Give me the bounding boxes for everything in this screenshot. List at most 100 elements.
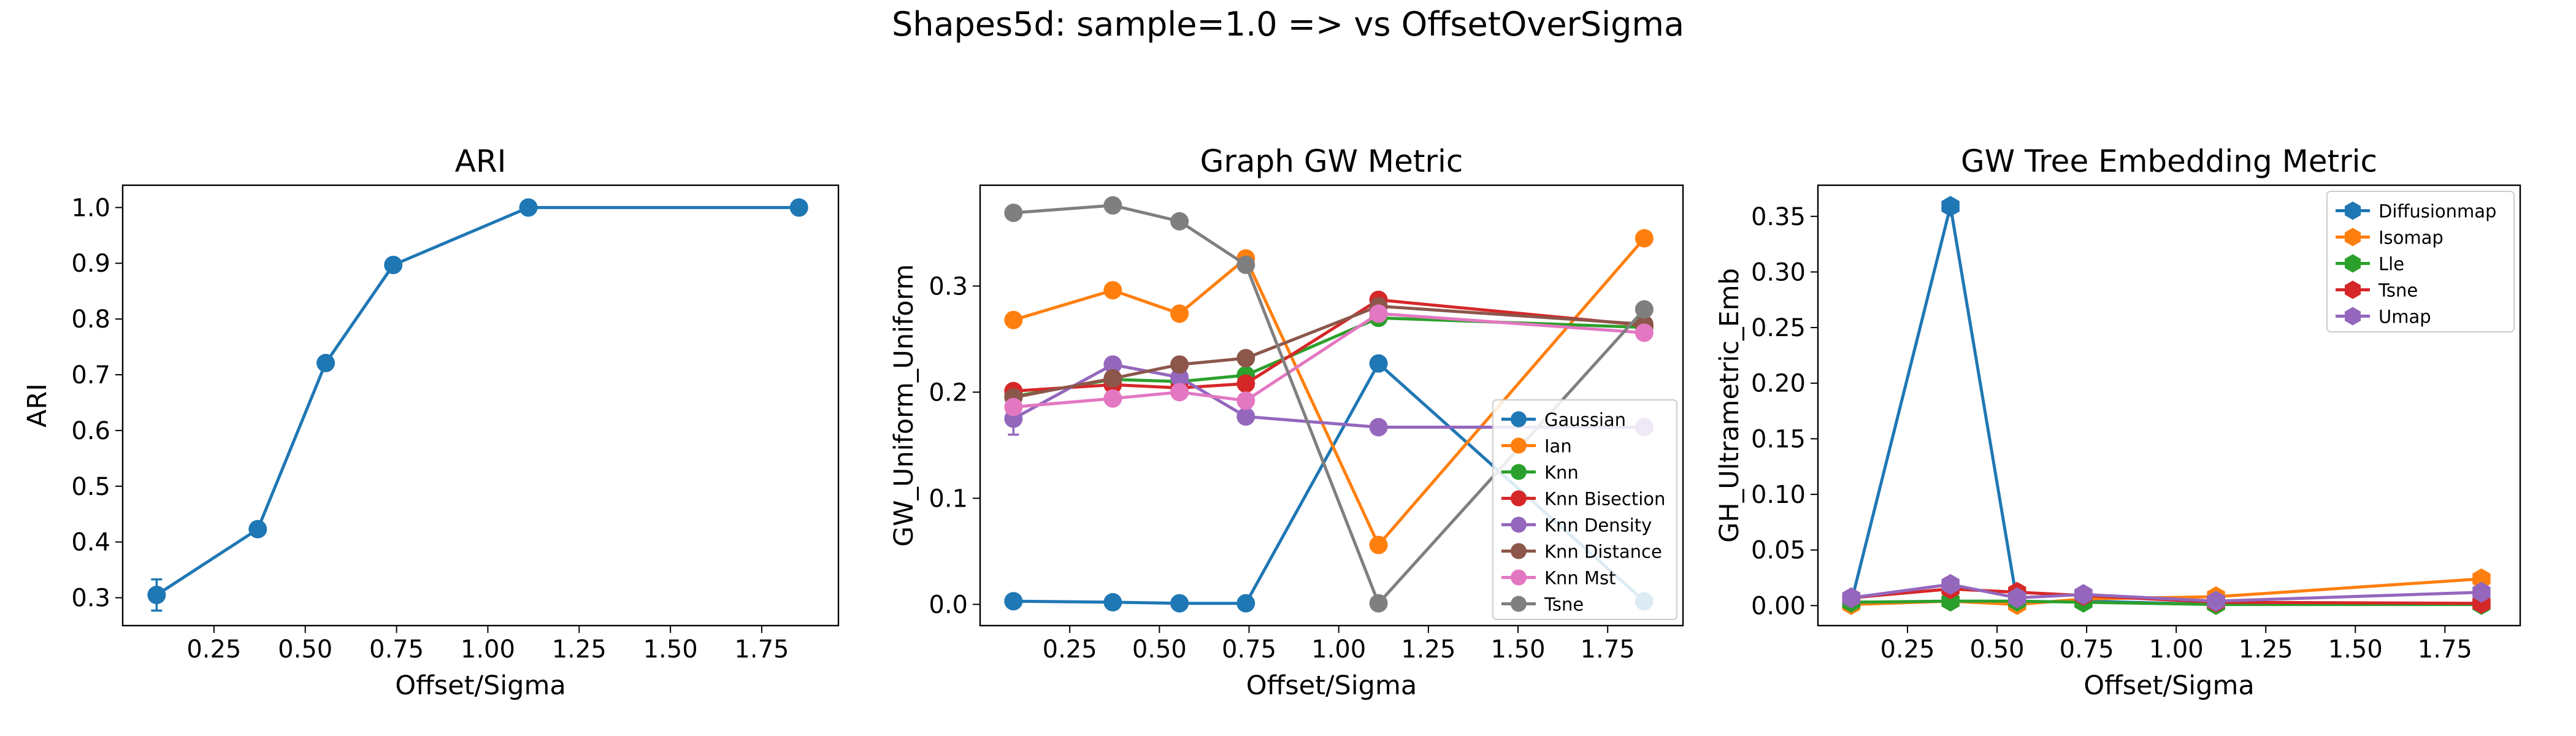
- x-tick-label: 1.25: [2239, 635, 2293, 664]
- data-point: [1004, 310, 1023, 329]
- panel-2: Graph GW Metric 0.25 0.50 0.75 1.00 1.25 1.50 1…: [889, 144, 1684, 701]
- plot-frame: [979, 184, 1684, 627]
- y-tick-label: 0.10: [1751, 481, 1806, 509]
- legend-box: [1492, 399, 1677, 620]
- data-point: [1236, 349, 1255, 368]
- data-point: [789, 198, 808, 217]
- legend-item: Lle: [2336, 254, 2404, 275]
- x-axis-label: Offset/Sigma: [2083, 670, 2254, 701]
- legend-box: [2326, 191, 2515, 332]
- data-point: [519, 198, 538, 217]
- panel-title: Graph GW Metric: [1200, 144, 1463, 179]
- legend-marker: [2345, 280, 2361, 299]
- legend-item: Tsne: [1501, 594, 1584, 615]
- y-tick-label: 0.1: [929, 485, 968, 513]
- series-tsne: [1004, 196, 1654, 613]
- x-tick-label: 0.50: [1970, 635, 2025, 664]
- legend-item: Knn Bisection: [1501, 489, 1665, 510]
- data-point: [1369, 418, 1388, 437]
- data-point: [2008, 587, 2026, 608]
- y-tick-label: 0.3: [71, 585, 110, 613]
- data-point: [384, 255, 403, 274]
- legend-label: Umap: [2379, 307, 2431, 328]
- legend: Diffusionmap Isomap Lle Tsne Umap: [2326, 191, 2515, 332]
- data-point: [1004, 592, 1023, 611]
- data-point: [1103, 355, 1122, 374]
- data-point: [2207, 591, 2225, 612]
- y-tick-label: 0.25: [1751, 314, 1806, 342]
- series-knn-distance: [1004, 297, 1654, 407]
- series-line: [1013, 237, 1646, 546]
- series-line: [1013, 298, 1645, 393]
- y-tick-label: 0.9: [71, 250, 110, 278]
- data-point: [2472, 581, 2491, 603]
- data-point: [1635, 229, 1654, 248]
- legend-label: Ian: [1544, 436, 1572, 457]
- x-tick-label: 1.75: [734, 635, 789, 664]
- data-point: [1842, 587, 1861, 608]
- data-point: [1369, 594, 1388, 613]
- series-knn-mst: [1004, 304, 1654, 416]
- legend-item: Knn Mst: [1501, 568, 1616, 589]
- legend-item: Ian: [1501, 436, 1572, 457]
- y-tick-label: 0.30: [1751, 258, 1806, 286]
- data-point: [248, 519, 267, 539]
- legend-item: Knn: [1501, 462, 1579, 483]
- data-point: [1103, 389, 1122, 408]
- data-point: [1236, 391, 1255, 410]
- x-tick-label: 1.25: [552, 635, 607, 664]
- y-tick-label: 0.00: [1751, 592, 1806, 620]
- y-tick-label: 0.6: [71, 417, 110, 445]
- data-point: [1170, 212, 1189, 231]
- legend-marker: [1511, 437, 1527, 454]
- legend: Gaussian Ian Knn Knn Bisection Knn Density Kn…: [1492, 399, 1677, 620]
- legend-item: Knn Density: [1501, 515, 1652, 536]
- series-line: [1851, 587, 2482, 605]
- series-line: [1850, 583, 2482, 603]
- series-isomap: [1842, 568, 2491, 615]
- data-point: [1170, 355, 1189, 374]
- legend-marker: [1511, 516, 1527, 533]
- y-tick-label: 1.0: [71, 194, 110, 222]
- legend-label: Knn Distance: [1544, 542, 1662, 562]
- y-tick-label: 0.7: [71, 361, 110, 389]
- y-tick-label: 0.20: [1751, 370, 1806, 398]
- x-tick-label: 1.75: [2418, 635, 2472, 664]
- data-point: [1103, 196, 1122, 215]
- x-axis-label: Offset/Sigma: [1246, 670, 1417, 701]
- data-point: [1236, 407, 1255, 426]
- series-line: [1013, 204, 1646, 605]
- legend-item: Gaussian: [1501, 410, 1626, 431]
- series-ian: [1004, 229, 1654, 554]
- data-point: [1635, 300, 1654, 319]
- data-point: [2074, 584, 2093, 605]
- x-tick-label: 0.25: [186, 635, 241, 664]
- x-tick-label: 1.00: [2149, 635, 2204, 664]
- legend-label: Isomap: [2379, 228, 2444, 248]
- x-tick-label: 0.75: [369, 635, 424, 664]
- data-point: [1941, 573, 1960, 595]
- data-point: [1004, 203, 1023, 222]
- legend-marker: [1511, 543, 1527, 559]
- legend-marker: [1511, 490, 1527, 507]
- data-point: [1170, 383, 1189, 402]
- legend-marker: [1511, 464, 1527, 480]
- data-point: [1004, 397, 1023, 416]
- y-tick-label: 0.3: [929, 272, 968, 301]
- data-point: [1369, 354, 1388, 373]
- series-line: [1851, 599, 2482, 607]
- legend-marker: [2345, 254, 2361, 273]
- series-line: [1013, 362, 1646, 605]
- legend-label: Gaussian: [1544, 410, 1626, 431]
- legend-label: Knn: [1544, 462, 1579, 483]
- y-tick-label: 0.35: [1751, 203, 1806, 231]
- x-tick-label: 1.75: [1581, 635, 1635, 664]
- panel-3: GW Tree Embedding Metric 0.25 0.50 0.75 1.00…: [1714, 144, 2521, 701]
- legend-marker: [1511, 411, 1527, 427]
- series-line: [156, 205, 799, 597]
- x-tick-label: 0.50: [278, 635, 332, 664]
- x-tick-label: 0.25: [1043, 635, 1097, 664]
- legend-marker: [2345, 307, 2361, 326]
- y-axis-label: GH_Ultrametric_Emb: [1714, 268, 1745, 543]
